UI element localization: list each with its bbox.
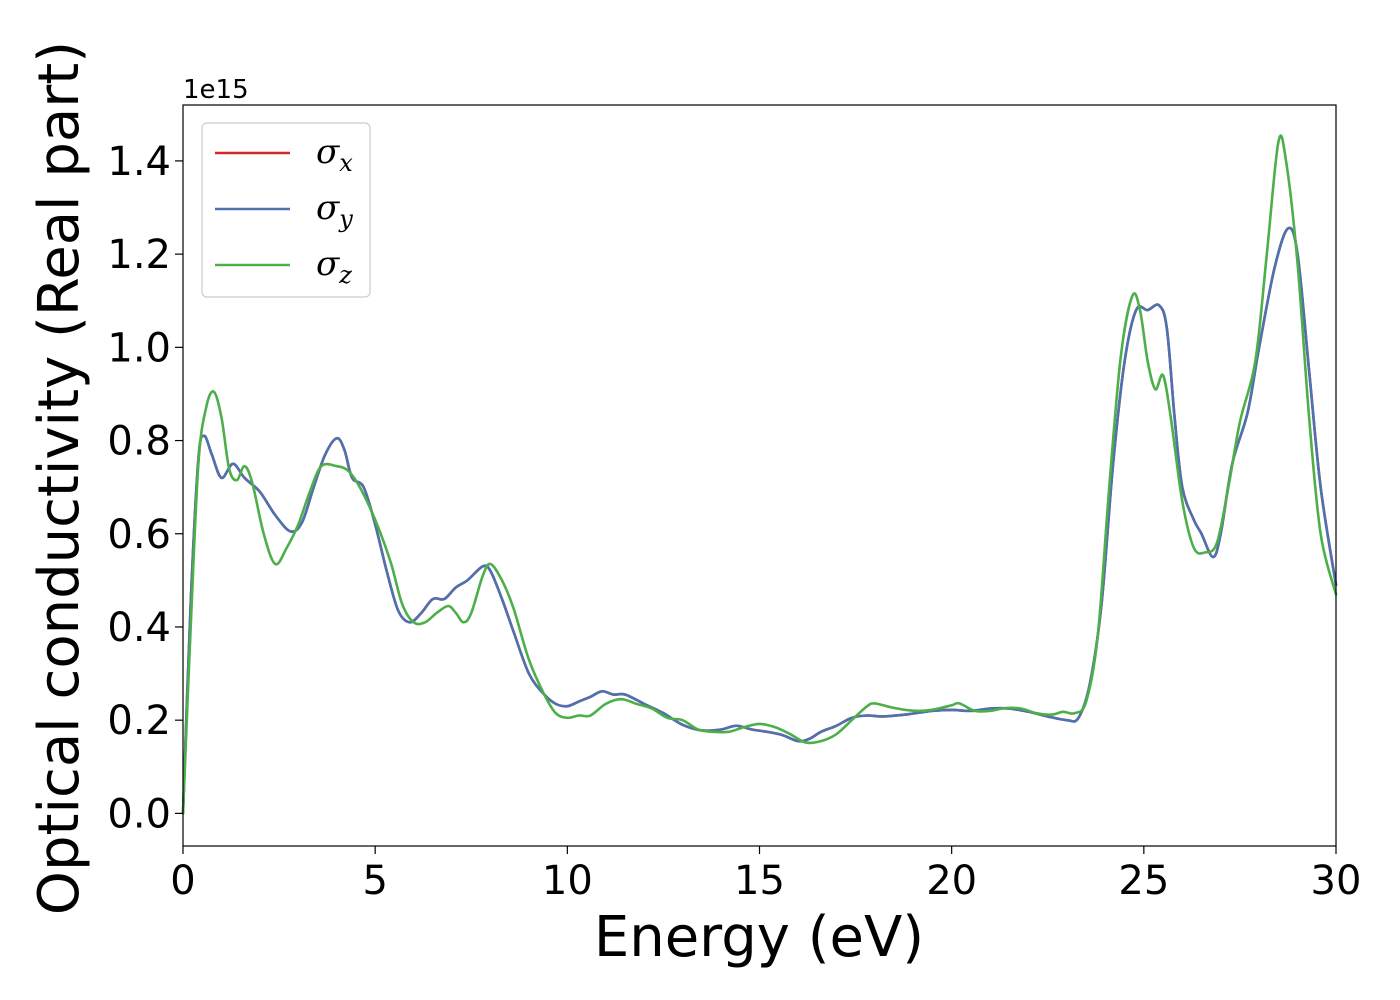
y-axis-title: Optical conductivity (Real part) [27,41,92,915]
legend-label-sigma-z: σz [316,244,352,289]
y-tick-label: 0.0 [107,791,171,837]
y-offset-label: 1e15 [183,75,249,105]
series-line-sigma-z [181,134,1338,815]
legend-label-sigma-x: σx [316,132,353,177]
x-tick-label: 5 [362,858,387,904]
x-tick-label: 20 [926,858,977,904]
y-tick-label: 0.4 [107,605,171,651]
x-axis: 0 5 10 15 20 25 30 [170,846,1361,904]
y-axis: 0.0 0.2 0.4 0.6 0.8 1.0 1.2 1.4 [107,139,183,837]
y-tick-label: 0.2 [107,698,171,744]
x-tick-label: 10 [542,858,593,904]
legend: σx σy σz [201,122,371,298]
x-tick-label: 25 [1118,858,1169,904]
plot-area [183,105,1336,846]
legend-label-sigma-y: σy [316,188,353,233]
x-tick-label: 15 [734,858,785,904]
x-tick-label: 30 [1311,858,1362,904]
y-tick-label: 1.4 [107,139,171,185]
y-tick-label: 1.0 [107,325,171,371]
y-tick-label: 0.6 [107,512,171,558]
series-line-sigma-y [181,226,1338,815]
y-tick-label: 0.8 [107,419,171,465]
series-layer [181,134,1338,815]
y-tick-label: 1.2 [107,232,171,278]
x-tick-label: 0 [170,858,195,904]
x-axis-title: Energy (eV) [594,905,924,970]
